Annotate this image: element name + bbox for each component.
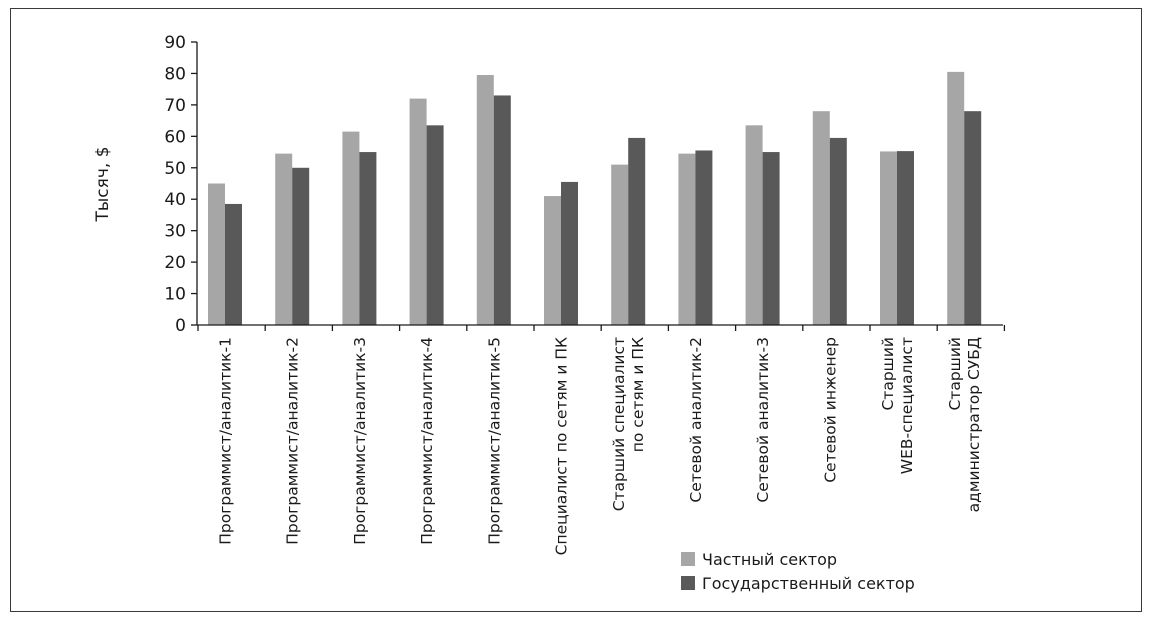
bar-private [880, 151, 897, 325]
x-category-label: Сетевой аналитик-2 [687, 337, 705, 503]
x-category-label: Старшийадминистратор СУБД [946, 337, 983, 512]
x-category-label-line: администратор СУБД [965, 337, 983, 512]
x-axis: Программист/аналитик-1 Программист/аналит… [197, 324, 1006, 555]
x-category-label: Программист/аналитик-2 [284, 337, 302, 545]
x-category-label-line: Сетевой аналитик-3 [754, 337, 772, 503]
x-category-label-line: Программист/аналитик-4 [418, 337, 436, 545]
bar-public [829, 137, 847, 325]
y-tick-label: 20 [164, 253, 186, 273]
x-category-label-line: WEB-специалист [898, 337, 916, 474]
bar-public [426, 125, 444, 325]
bar-private [812, 111, 830, 325]
y-tick-label: 0 [175, 316, 186, 336]
bar-private [409, 98, 427, 325]
x-category-label: Сетевой аналитик-3 [754, 337, 772, 503]
bar-public [493, 95, 511, 325]
x-category-label: Программист/аналитик-1 [217, 337, 235, 545]
bar-private [678, 153, 696, 325]
x-category-label-line: Программист/аналитик-1 [217, 337, 235, 545]
bar-public [628, 137, 646, 325]
x-category-label-line: Сетевой инженер [821, 337, 839, 483]
bar-private [476, 75, 494, 326]
bar-public [695, 150, 713, 325]
bar-private [745, 125, 763, 325]
y-axis-title: Тысяч, $ [93, 146, 113, 222]
x-category-label-line: Старший [946, 337, 964, 411]
y-tick-label: 60 [164, 127, 186, 147]
bar-private [544, 196, 561, 325]
x-category-label-line: Сетевой аналитик-2 [687, 337, 705, 503]
bar-public [292, 167, 310, 325]
x-category-label-line: Программист/аналитик-3 [351, 337, 369, 545]
bar-public [359, 152, 377, 325]
y-tick-label: 30 [164, 222, 186, 242]
bar-private [342, 131, 360, 325]
x-category-label: Специалист по сетям и ПК [553, 337, 571, 555]
y-tick-label: 70 [164, 96, 186, 116]
bars [208, 71, 982, 326]
y-tick-label: 10 [164, 285, 186, 305]
legend-swatch-public [681, 576, 695, 590]
legend-swatch-private [681, 552, 695, 566]
bar-public [897, 151, 914, 325]
x-category-label: Программист/аналитик-3 [351, 337, 369, 545]
legend-label: Государственный сектор [702, 574, 915, 593]
x-category-label-line: Специалист по сетям и ПК [553, 337, 571, 555]
bar-private [611, 164, 629, 325]
x-category-label: Программист/аналитик-5 [485, 337, 503, 545]
x-category-label-line: Программист/аналитик-5 [485, 337, 503, 545]
x-category-label: СтаршийWEB-специалист [879, 337, 916, 474]
y-tick-label: 90 [164, 33, 186, 53]
x-category-label: Старший специалистпо сетям и ПК [610, 337, 647, 511]
bar-public [225, 203, 242, 325]
x-category-label: Программист/аналитик-4 [418, 337, 436, 545]
bar-private [208, 183, 225, 325]
x-category-label: Сетевой инженер [821, 337, 839, 483]
x-category-label-line: по сетям и ПК [629, 337, 647, 452]
y-tick-label: 80 [164, 64, 186, 84]
bar-private [275, 153, 293, 325]
x-category-label-line: Старший [879, 337, 897, 411]
bar-private [947, 71, 965, 325]
bar-public [964, 111, 982, 325]
bar-public [762, 152, 780, 325]
x-category-label-line: Программист/аналитик-2 [284, 337, 302, 545]
x-category-label-line: Старший специалист [610, 337, 628, 511]
y-axis: 0 10 20 30 40 50 60 70 80 90 [164, 33, 198, 336]
bar-public [561, 181, 578, 325]
legend-label: Частный сектор [702, 550, 837, 569]
y-tick-label: 50 [164, 159, 186, 179]
y-tick-label: 40 [164, 190, 186, 210]
legend: Частный сектор Государственный сектор [681, 550, 915, 593]
